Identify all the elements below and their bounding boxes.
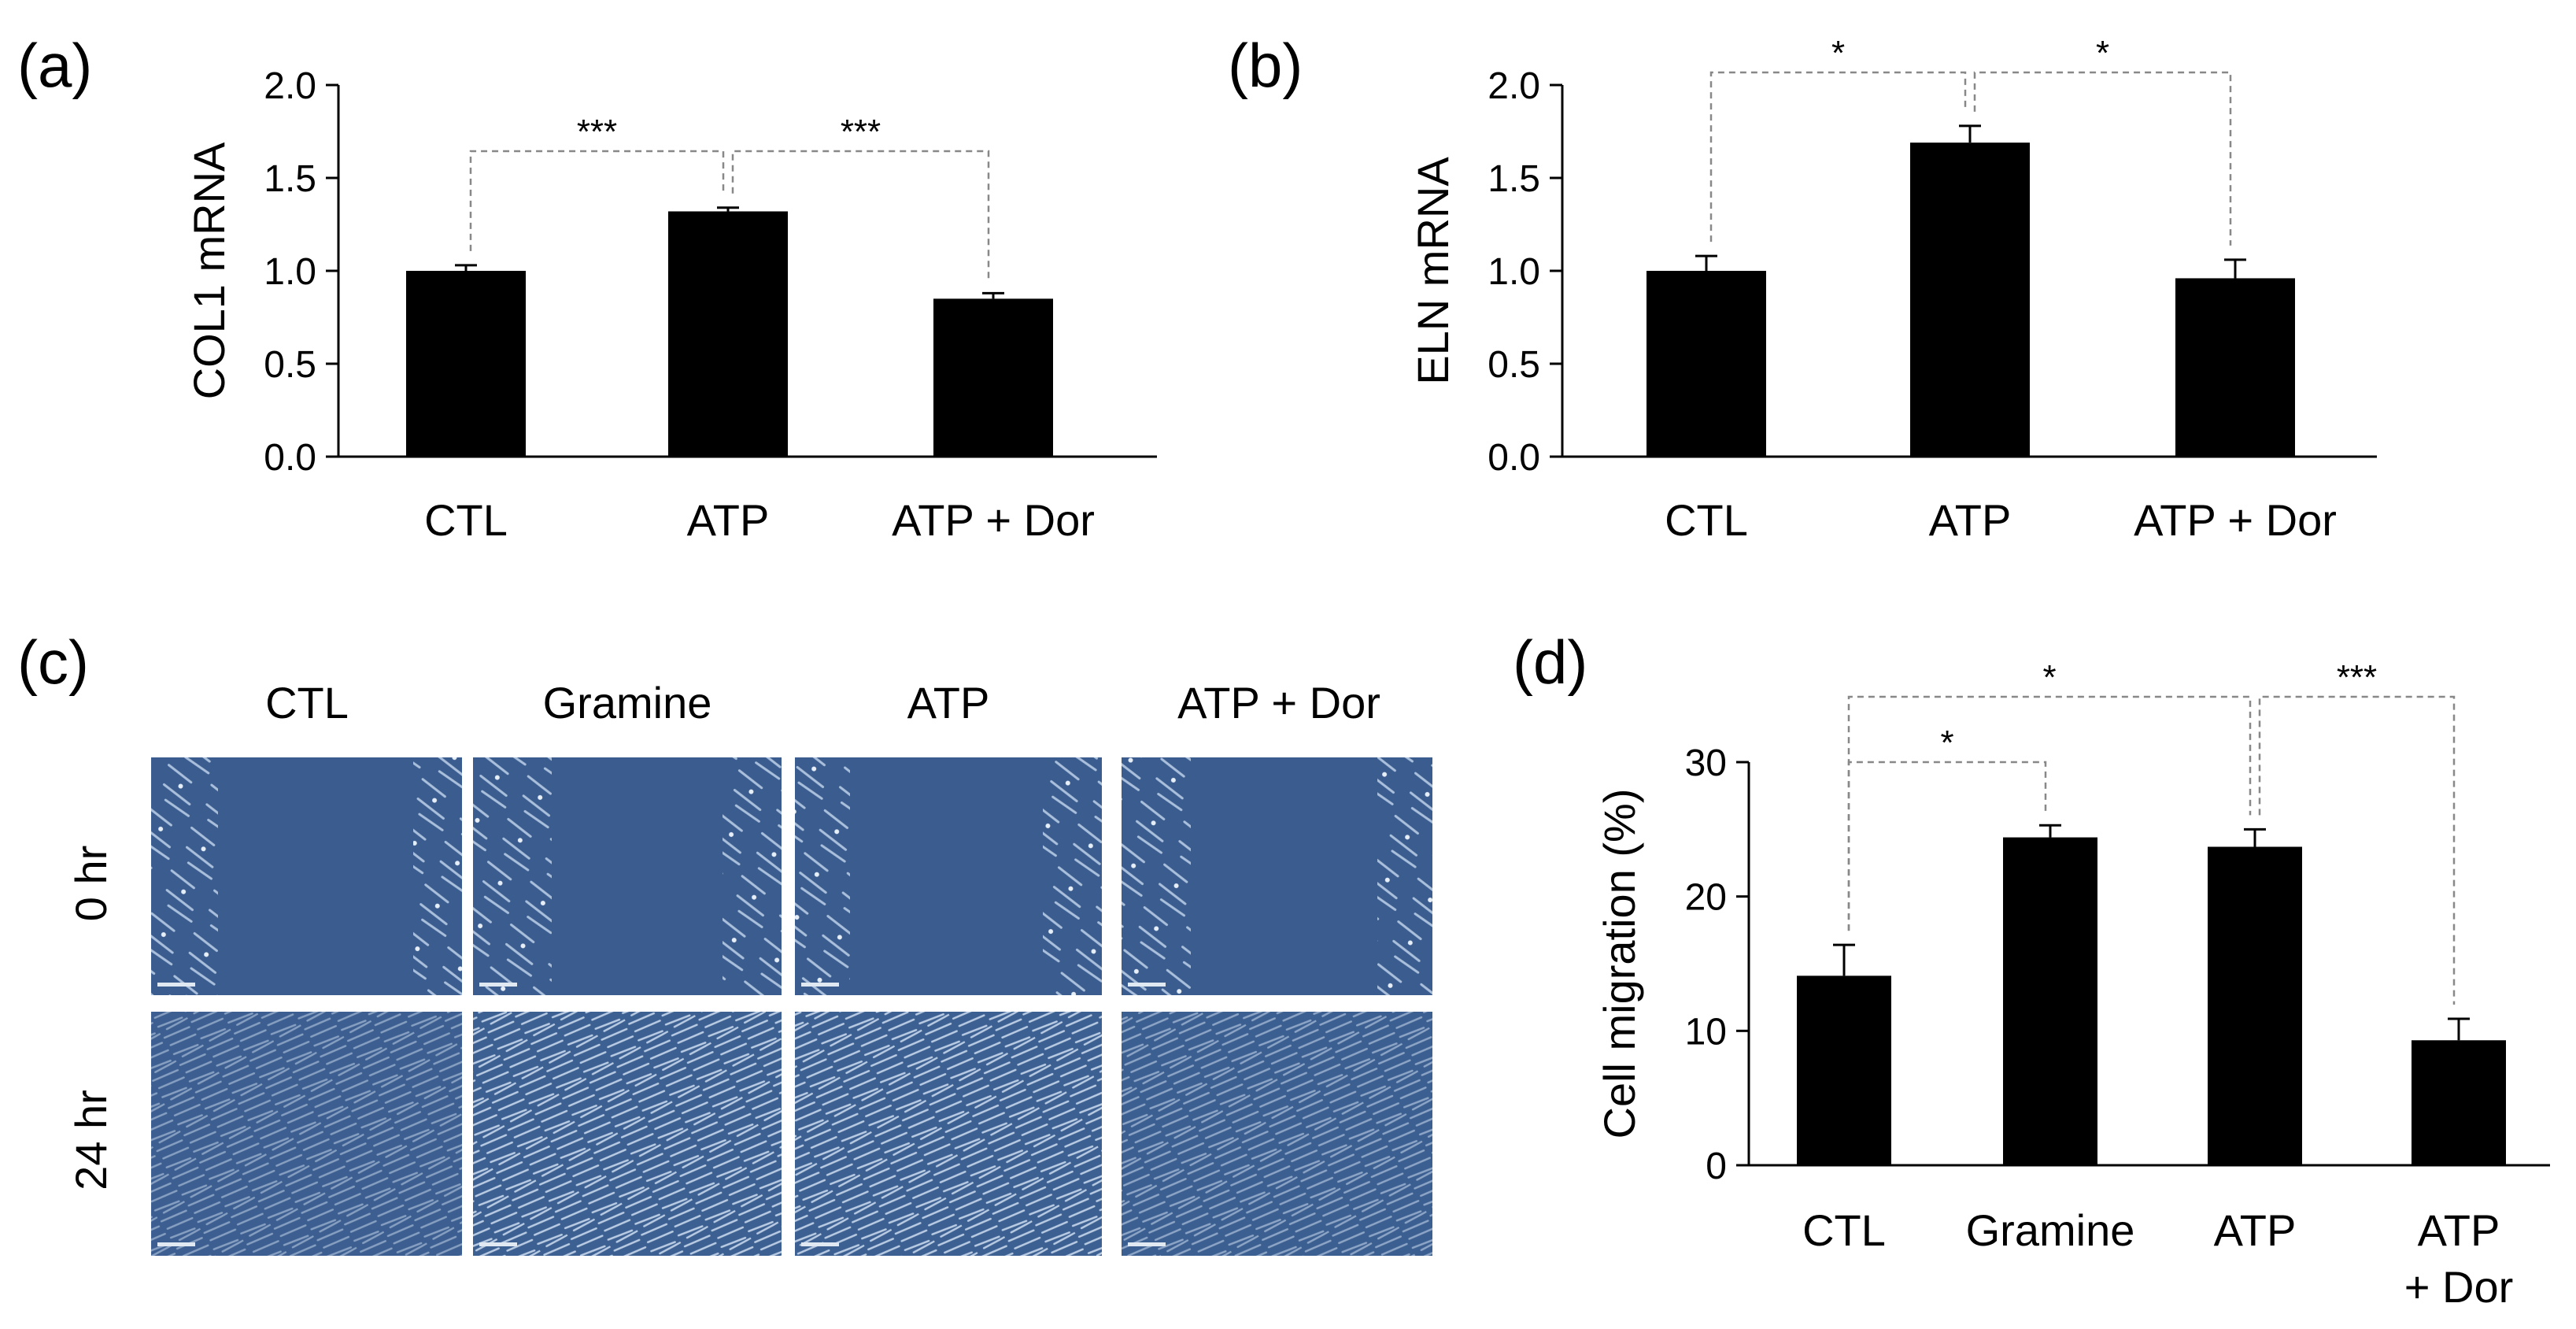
x-tick-label: CTL <box>1665 495 1748 545</box>
x-tick-label: ATP <box>2418 1205 2500 1255</box>
y-tick-label: 2.0 <box>264 65 316 107</box>
chart-cell-migration: 0 10 20 30 Cell migration (%) CTL Gramine ATP AT… <box>1595 658 2550 1312</box>
micrograph-grid: CTL Gramine ATP ATP + Dor 0 hr 24 hr <box>66 678 1432 1256</box>
micrograph-col-label-atp: ATP <box>907 678 990 727</box>
significance-label: * <box>1940 724 1953 762</box>
y-axis-label: COL1 mRNA <box>184 142 234 399</box>
significance-bracket <box>2258 695 2456 1005</box>
y-tick-label: 0 <box>1706 1146 1727 1187</box>
micrograph-atp-dor-24hr <box>1122 1012 1432 1256</box>
micrograph-ctl-0hr <box>151 757 462 995</box>
significance-label: * <box>1831 34 1845 72</box>
bar <box>1910 143 2030 457</box>
panel-label-d: (d) <box>1513 627 1587 697</box>
significance-bracket <box>469 150 725 251</box>
micrograph-row-label-24hr: 24 hr <box>66 1090 116 1190</box>
bar <box>1797 975 1891 1165</box>
y-axis-label: Cell migration (%) <box>1595 789 1644 1139</box>
y-tick-label: 10 <box>1685 1011 1727 1053</box>
x-tick-label: ATP <box>687 495 770 545</box>
significance-label: *** <box>2337 658 2377 697</box>
significance-label: *** <box>577 113 617 151</box>
bar <box>406 271 526 457</box>
y-tick-label: 1.5 <box>264 158 316 200</box>
y-tick-label: 2.0 <box>1488 65 1540 107</box>
significance-bracket <box>1973 71 2232 246</box>
y-tick-label: 0.5 <box>1488 344 1540 386</box>
bar <box>2208 846 2302 1165</box>
micrograph-gramine-0hr <box>473 757 782 995</box>
y-axis-label: ELN mRNA <box>1408 157 1458 385</box>
y-tick-label: 0.0 <box>1488 437 1540 479</box>
significance-bracket <box>731 150 990 279</box>
chart-eln-mrna: 0.0 0.5 1.0 1.5 2.0 ELN mRNA CTL ATP ATP + Dor * * <box>1408 34 2377 545</box>
significance-label: *** <box>841 113 881 151</box>
bar <box>2175 278 2295 457</box>
micrograph-atp-dor-0hr <box>1122 757 1432 995</box>
x-tick-label: + Dor <box>2404 1262 2514 1312</box>
bar <box>933 298 1053 457</box>
micrograph-ctl-24hr <box>151 1012 462 1256</box>
micrograph-col-label-atp-dor: ATP + Dor <box>1177 678 1380 727</box>
significance-bracket <box>1847 695 2252 931</box>
bar <box>2003 837 2097 1165</box>
significance-bracket <box>1847 761 2047 931</box>
micrograph-row-label-0hr: 0 hr <box>66 846 116 922</box>
bar <box>1646 271 1766 457</box>
x-tick-label: ATP + Dor <box>2134 495 2337 545</box>
x-tick-label: Gramine <box>1966 1205 2135 1255</box>
micrograph-atp-0hr <box>795 757 1102 995</box>
significance-label: * <box>2042 658 2056 697</box>
y-tick-label: 1.0 <box>1488 251 1540 293</box>
micrograph-gramine-24hr <box>473 1012 782 1256</box>
x-tick-label: CTL <box>424 495 508 545</box>
y-tick-label: 1.0 <box>264 251 316 293</box>
panel-label-a: (a) <box>17 31 92 100</box>
y-tick-label: 30 <box>1685 742 1727 784</box>
y-tick-label: 0.5 <box>264 344 316 386</box>
y-tick-label: 1.5 <box>1488 158 1540 200</box>
chart-col1-mrna: 0.0 0.5 1.0 1.5 2.0 COL1 mRNA CTL ATP ATP + Dor *… <box>184 65 1157 545</box>
panel-label-c: (c) <box>17 627 89 697</box>
y-tick-label: 20 <box>1685 877 1727 919</box>
micrograph-col-label-gramine: Gramine <box>543 678 712 727</box>
micrograph-col-label-ctl: CTL <box>265 678 349 727</box>
micrograph-atp-24hr <box>795 1012 1102 1256</box>
x-tick-label: ATP + Dor <box>892 495 1095 545</box>
x-tick-label: CTL <box>1802 1205 1886 1255</box>
significance-label: * <box>2096 34 2109 72</box>
bar <box>2412 1040 2506 1165</box>
bar <box>668 211 788 457</box>
panel-label-b: (b) <box>1228 31 1303 100</box>
significance-bracket <box>1709 71 1967 242</box>
x-tick-label: ATP <box>1929 495 2012 545</box>
y-tick-label: 0.0 <box>264 437 316 479</box>
x-tick-label: ATP <box>2214 1205 2297 1255</box>
